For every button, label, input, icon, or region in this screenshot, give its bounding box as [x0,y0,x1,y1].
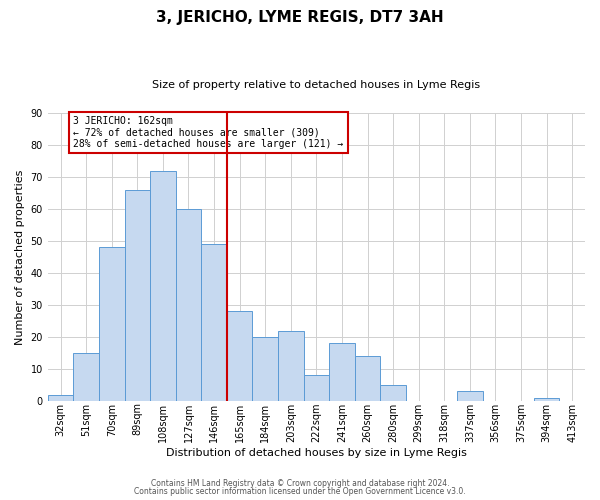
Bar [176,209,201,401]
Bar [278,330,304,401]
Bar [48,394,73,401]
Bar [73,353,99,401]
Text: 3, JERICHO, LYME REGIS, DT7 3AH: 3, JERICHO, LYME REGIS, DT7 3AH [156,10,444,25]
X-axis label: Distribution of detached houses by size in Lyme Regis: Distribution of detached houses by size … [166,448,467,458]
Bar [457,392,482,401]
Bar [227,312,253,401]
Bar [355,356,380,401]
Text: Contains HM Land Registry data © Crown copyright and database right 2024.: Contains HM Land Registry data © Crown c… [151,478,449,488]
Bar [99,248,125,401]
Title: Size of property relative to detached houses in Lyme Regis: Size of property relative to detached ho… [152,80,481,90]
Bar [150,170,176,401]
Text: Contains public sector information licensed under the Open Government Licence v3: Contains public sector information licen… [134,487,466,496]
Bar [253,337,278,401]
Text: 3 JERICHO: 162sqm
← 72% of detached houses are smaller (309)
28% of semi-detache: 3 JERICHO: 162sqm ← 72% of detached hous… [73,116,344,150]
Bar [534,398,559,401]
Bar [125,190,150,401]
Bar [380,385,406,401]
Y-axis label: Number of detached properties: Number of detached properties [15,170,25,344]
Bar [329,344,355,401]
Bar [201,244,227,401]
Bar [304,376,329,401]
